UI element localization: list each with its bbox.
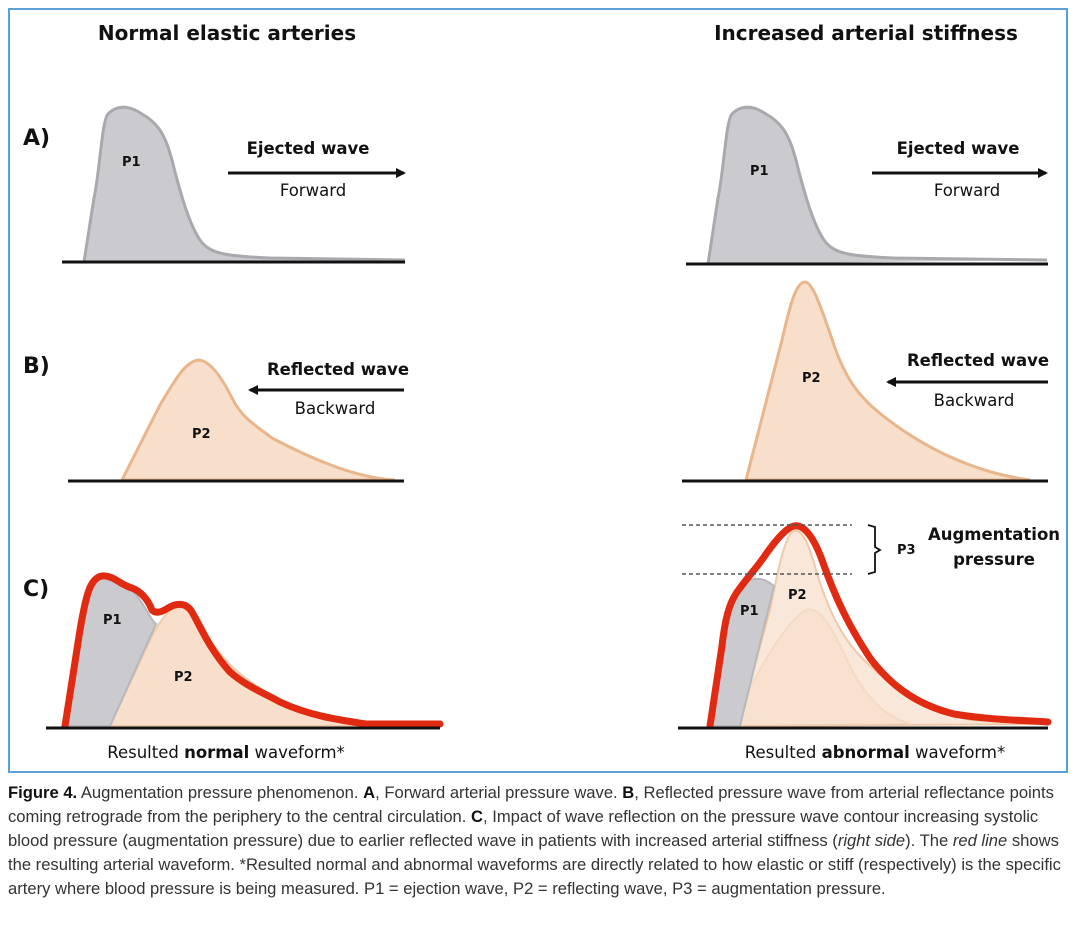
peak-label-p2-b-right: P2 bbox=[802, 371, 821, 386]
peak-label-p2-b-left: P2 bbox=[192, 427, 211, 442]
reflected-wave-title-right: Reflected wave bbox=[907, 351, 1049, 370]
left-column-heading: Normal elastic arteries bbox=[98, 21, 356, 45]
resultant-wave-right bbox=[706, 522, 1052, 730]
peak-label-p2-c-left: P2 bbox=[174, 670, 193, 685]
ejected-wave-title-left: Ejected wave bbox=[247, 139, 370, 158]
reflected-wave-title-left: Reflected wave bbox=[267, 360, 409, 379]
caption-ref-c: C bbox=[471, 807, 483, 826]
caption-text-4: , Impact of wave reflection on the press… bbox=[8, 807, 1039, 850]
caption-text-5: ). The bbox=[905, 831, 953, 850]
caption-ref-a: A bbox=[363, 783, 376, 802]
caption-text-6: shows the resulting arterial waveform. *… bbox=[8, 831, 1061, 898]
peak-label-p1-c-left: P1 bbox=[103, 613, 122, 628]
caption-ref-b: B bbox=[622, 783, 635, 802]
figure-panel: Normal elastic arteries Increased arteri… bbox=[8, 8, 1068, 773]
caption-label: Figure 4. bbox=[8, 783, 78, 802]
peak-label-p1-a-left: P1 bbox=[122, 155, 141, 170]
reflected-wave-right bbox=[744, 280, 1031, 482]
forward-wave-left bbox=[82, 105, 406, 263]
peak-label-p2-c-right: P2 bbox=[788, 588, 807, 603]
reflected-wave-left bbox=[119, 358, 396, 482]
backward-label-right: Backward bbox=[934, 391, 1015, 410]
ejected-wave-title-right: Ejected wave bbox=[897, 139, 1020, 158]
caption-italic-red-line: red line bbox=[952, 831, 1008, 850]
right-result-label: Resulted abnormal waveform* bbox=[745, 743, 1006, 762]
forward-wave-right bbox=[706, 105, 1048, 265]
row-label-b: B) bbox=[23, 354, 50, 379]
augmentation-brace bbox=[867, 524, 882, 575]
resultant-wave-left bbox=[61, 572, 444, 730]
caption-text-3: , Reflected pressure wave from arterial … bbox=[8, 783, 1054, 826]
peak-label-p1-c-right: P1 bbox=[740, 604, 759, 619]
forward-label-left: Forward bbox=[280, 181, 346, 200]
augmentation-label-line2: pressure bbox=[953, 550, 1035, 569]
left-result-label: Resulted normal waveform* bbox=[107, 743, 345, 762]
caption-italic-right-side: right side bbox=[837, 831, 906, 850]
row-label-a: A) bbox=[23, 126, 50, 151]
row-label-c: C) bbox=[23, 577, 49, 602]
right-column-heading: Increased arterial stiffness bbox=[714, 21, 1018, 45]
caption-text-2: , Forward arterial pressure wave. bbox=[375, 783, 623, 802]
caption-text-1: Augmentation pressure phenomenon. bbox=[77, 783, 364, 802]
peak-label-p3-c-right: P3 bbox=[897, 543, 916, 558]
augmentation-label-line1: Augmentation bbox=[928, 525, 1060, 544]
peak-label-p1-a-right: P1 bbox=[750, 164, 769, 179]
backward-label-left: Backward bbox=[295, 399, 376, 418]
forward-label-right: Forward bbox=[934, 181, 1000, 200]
figure-caption: Figure 4. Augmentation pressure phenomen… bbox=[8, 781, 1070, 901]
figure-diagram: Normal elastic arteries Increased arteri… bbox=[23, 21, 1060, 762]
